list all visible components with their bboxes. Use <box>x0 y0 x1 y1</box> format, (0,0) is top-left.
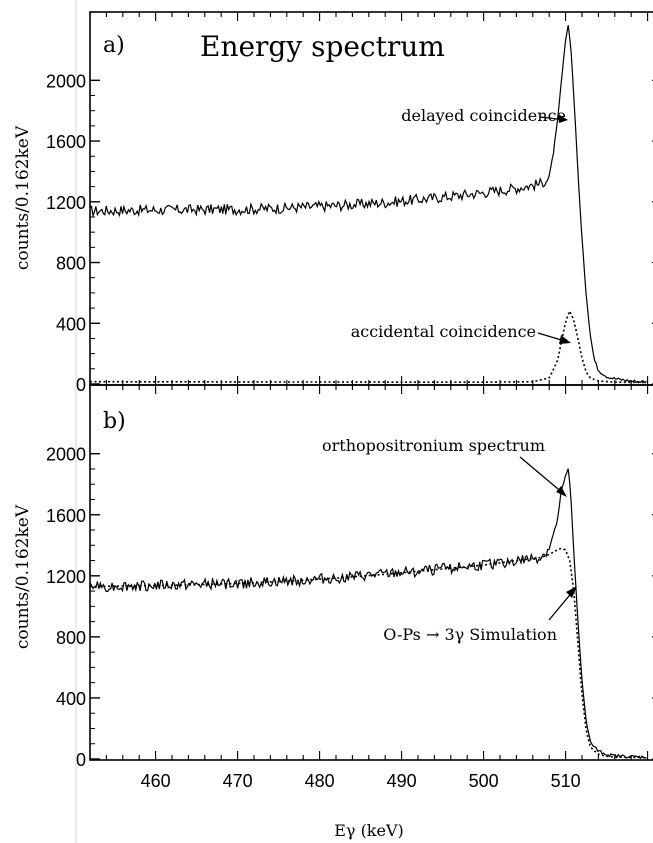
b-ytick-label: 2000 <box>46 445 86 465</box>
panel-a-y-ticks: 0 400 800 1200 1600 2000 <box>46 71 653 395</box>
b-ytick-label: 1600 <box>46 506 86 526</box>
b-xtick-label: 500 <box>469 771 499 791</box>
b-xtick-label: 510 <box>551 771 581 791</box>
arrow-orthopositronium-line <box>519 456 565 495</box>
b-xtick-label: 480 <box>305 771 335 791</box>
a-ytick-label: 1200 <box>46 193 86 213</box>
arrow-orthopositronium-head <box>556 486 567 497</box>
a-ytick-label: 400 <box>56 314 86 334</box>
a-ytick-label: 0 <box>76 375 86 395</box>
panel-b-y-ticks: 0 400 800 1200 1600 2000 <box>46 445 653 770</box>
b-ytick-label: 0 <box>76 750 86 770</box>
annotation-orthopositronium-spectrum: orthopositronium spectrum <box>322 436 545 455</box>
annotation-delayed-coincidence: delayed coincidence <box>401 106 566 125</box>
arrow-accidental-head <box>559 335 571 344</box>
panel-a-title: Energy spectrum <box>200 30 445 63</box>
a-ytick-label: 2000 <box>46 71 86 91</box>
panel-b-label: b) <box>103 409 126 434</box>
annotation-accidental-coincidence: accidental coincidence <box>351 322 536 341</box>
panel-a-series <box>89 25 647 384</box>
annotation-ops-simulation: O-Ps → 3γ Simulation <box>383 625 557 644</box>
b-xtick-label: 460 <box>141 771 171 791</box>
panel-b-series <box>89 468 647 760</box>
panel-b: b) counts/0.162keV 0 400 800 1200 1600 2000 4… <box>13 384 653 840</box>
panel-b-x-ticks: 460 470 480 490 500 510 <box>89 385 649 791</box>
a-series-1 <box>90 309 647 384</box>
panel-a-x-ticks <box>89 12 649 385</box>
panel-a: a) Energy spectrum counts/0.162keV 0 400 8… <box>13 11 653 395</box>
a-series-0 <box>89 25 647 384</box>
b-ytick-label: 800 <box>56 628 86 648</box>
panel-b-y-axis-label: counts/0.162keV <box>13 504 33 649</box>
arrow-delayed-head <box>558 114 568 123</box>
a-ytick-label: 800 <box>56 254 86 274</box>
panel-b-frame <box>89 384 653 761</box>
b-xtick-label: 470 <box>223 771 253 791</box>
a-ytick-label: 1600 <box>46 132 86 152</box>
x-axis-label: Eγ (keV) <box>334 821 404 840</box>
b-xtick-label: 490 <box>387 771 417 791</box>
panel-a-label: a) <box>103 33 125 58</box>
b-ytick-label: 400 <box>56 689 86 709</box>
b-series-0 <box>89 468 647 760</box>
arrow-simulation-head <box>566 586 577 598</box>
panel-a-y-axis-label: counts/0.162keV <box>13 125 33 270</box>
b-ytick-label: 1200 <box>46 567 86 587</box>
